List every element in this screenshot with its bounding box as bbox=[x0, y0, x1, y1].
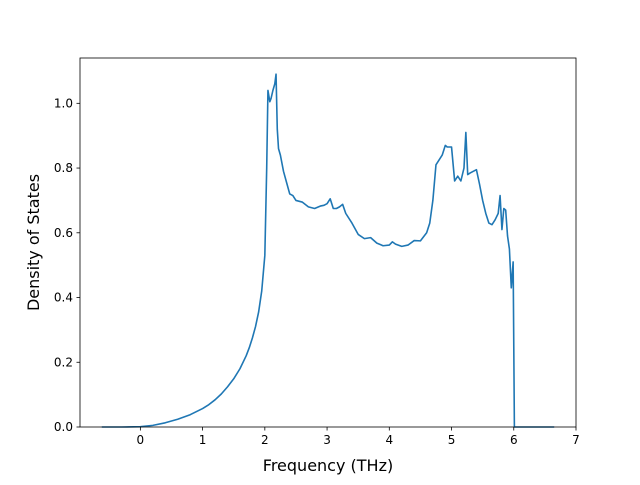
y-axis: 0.0 0.2 0.4 0.6 0.8 1.0 bbox=[54, 96, 80, 434]
x-tick-label: 6 bbox=[510, 433, 518, 447]
y-tick-label: 0.2 bbox=[54, 355, 73, 369]
y-tick-label: 1.0 bbox=[54, 96, 73, 110]
x-tick-label: 0 bbox=[137, 433, 145, 447]
y-tick-label: 0.0 bbox=[54, 420, 73, 434]
series-line-0 bbox=[101, 73, 555, 428]
series-layer bbox=[101, 73, 555, 428]
plot-area bbox=[80, 58, 576, 427]
x-tick-label: 5 bbox=[448, 433, 456, 447]
x-tick-label: 4 bbox=[385, 433, 393, 447]
y-axis-label: Density of States bbox=[24, 174, 43, 311]
x-axis: 0 1 2 3 4 5 6 7 bbox=[137, 427, 580, 447]
y-tick-label: 0.6 bbox=[54, 226, 73, 240]
x-tick-label: 7 bbox=[572, 433, 580, 447]
y-tick-label: 0.4 bbox=[54, 291, 73, 305]
plot-frame bbox=[79, 57, 577, 428]
x-axis-label: Frequency (THz) bbox=[263, 456, 393, 475]
x-tick-label: 3 bbox=[323, 433, 331, 447]
y-tick-label: 0.8 bbox=[54, 161, 73, 175]
x-tick-label: 2 bbox=[261, 433, 269, 447]
x-tick-label: 1 bbox=[199, 433, 207, 447]
